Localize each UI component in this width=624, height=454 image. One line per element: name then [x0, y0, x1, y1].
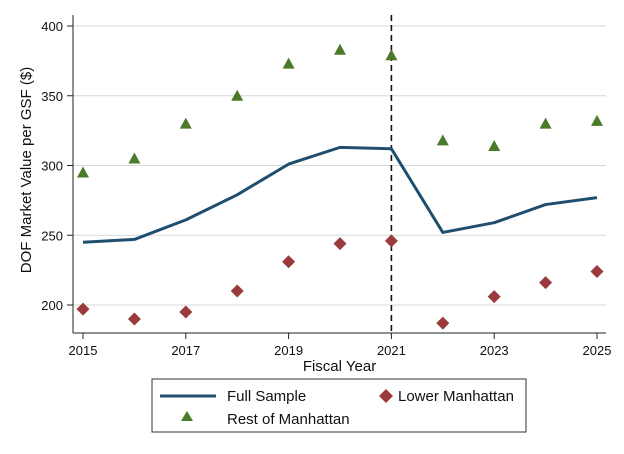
- lower-manhattan-point: [282, 255, 296, 269]
- lower-manhattan-point: [384, 234, 398, 248]
- rest-of-manhattan-point: [436, 134, 449, 146]
- lower-manhattan-point: [539, 276, 553, 290]
- rest-of-manhattan-point: [282, 57, 295, 69]
- rest-of-manhattan-point: [488, 139, 501, 151]
- legend: Full Sample Lower Manhattan Rest of Manh…: [151, 378, 527, 433]
- lower-manhattan-point: [230, 284, 244, 298]
- lower-manhattan-point: [76, 302, 90, 316]
- rest-of-manhattan-point: [231, 89, 244, 101]
- full-sample-line: [82, 145, 598, 244]
- lower-manhattan-point: [487, 290, 501, 304]
- rest-of-manhattan-point: [128, 152, 141, 164]
- lower-manhattan-point: [179, 305, 193, 319]
- legend-box: [151, 378, 527, 433]
- lower-manhattan-point: [590, 265, 604, 279]
- y-tick-label: 250: [41, 228, 63, 243]
- y-tick-label: 200: [41, 298, 63, 313]
- rest-of-manhattan-point: [77, 166, 89, 178]
- rest-of-manhattan-point: [385, 49, 398, 61]
- legend-rest-of-manhattan-marker: [181, 411, 193, 421]
- y-axis-label: DOF Market Value per GSF ($): [18, 67, 35, 273]
- x-tick-label: 2025: [583, 343, 612, 358]
- rest-of-manhattan-point: [591, 114, 603, 126]
- x-tick-label: 2023: [480, 343, 509, 358]
- y-tick-label: 400: [41, 19, 63, 34]
- x-axis-label: Fiscal Year: [303, 358, 376, 375]
- y-tick-label: 300: [41, 159, 63, 174]
- x-tick-label: 2019: [274, 343, 303, 358]
- legend-rest-of-manhattan-label: Rest of Manhattan: [227, 411, 350, 428]
- rest-of-manhattan-point: [539, 117, 552, 129]
- y-axis-ticks: 200 250 300 350 400: [41, 19, 73, 313]
- legend-lower-manhattan-marker: [379, 389, 393, 403]
- lower-manhattan-point: [127, 312, 141, 326]
- x-tick-label: 2015: [69, 343, 98, 358]
- lower-manhattan-point: [333, 237, 347, 251]
- x-axis-ticks: 2015 2017 2019 2021 2023 2025: [69, 333, 612, 358]
- rest-of-manhattan-point: [179, 117, 192, 129]
- lower-manhattan-point: [436, 316, 450, 330]
- y-tick-label: 350: [41, 89, 63, 104]
- legend-full-sample-label: Full Sample: [227, 388, 306, 405]
- x-tick-label: 2021: [377, 343, 406, 358]
- rest-of-manhattan-point: [334, 43, 346, 55]
- y-gridlines: [73, 25, 606, 306]
- x-tick-label: 2017: [171, 343, 200, 358]
- series-layer: [76, 43, 604, 330]
- legend-lower-manhattan-label: Lower Manhattan: [398, 388, 514, 405]
